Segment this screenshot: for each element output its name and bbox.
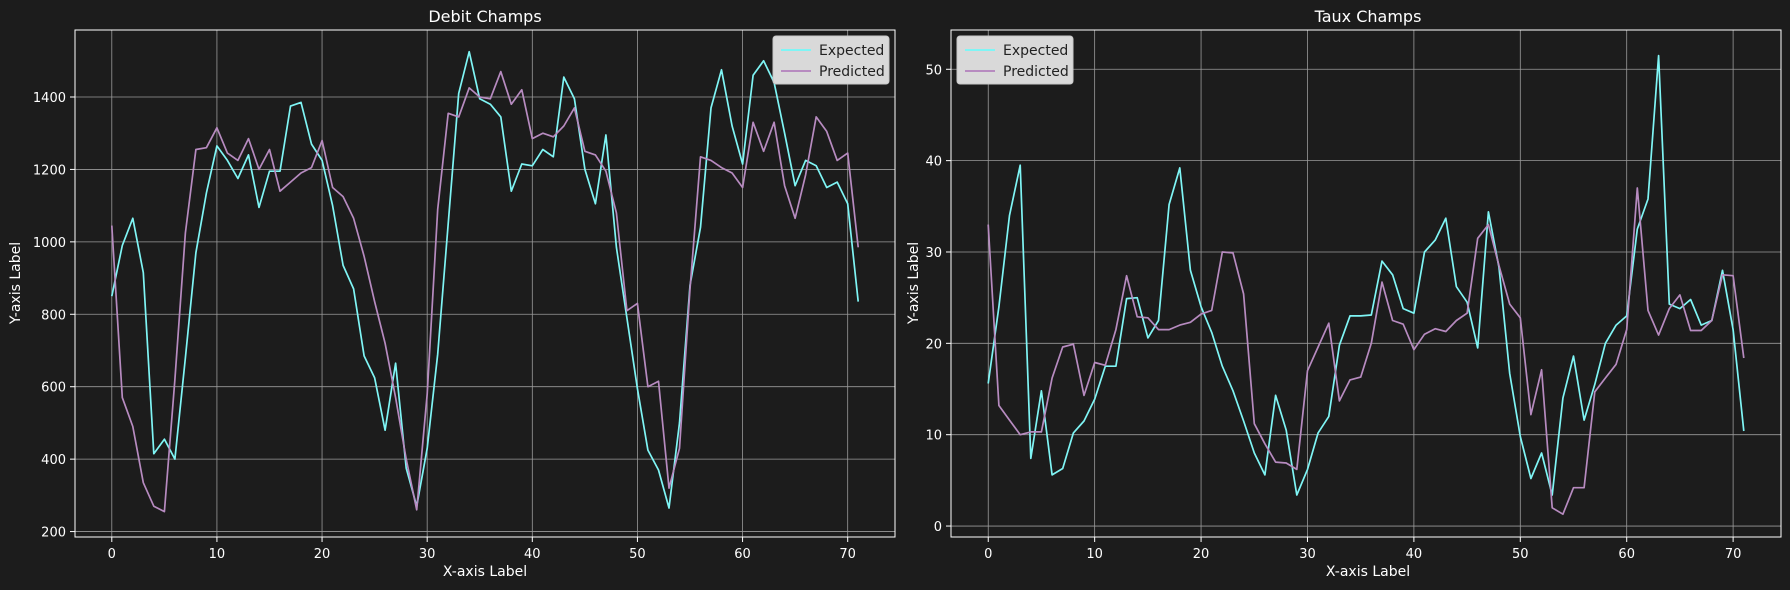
- x-tick-label: 30: [419, 547, 436, 562]
- x-tick-label: 70: [839, 547, 856, 562]
- x-tick-label: 40: [1406, 547, 1423, 562]
- y-axis-label: Y-axis Label: [8, 242, 24, 325]
- y-tick-label: 10: [925, 429, 942, 444]
- x-tick-label: 20: [1193, 547, 1210, 562]
- x-tick-label: 50: [629, 547, 646, 562]
- y-tick-label: 1000: [33, 236, 66, 251]
- series-line-predicted: [987, 187, 1745, 516]
- x-tick-label: 60: [734, 547, 751, 562]
- legend-label: Expected: [1003, 43, 1068, 59]
- legend-label: Predicted: [819, 64, 885, 80]
- x-tick-label: 10: [1086, 547, 1103, 562]
- series-line-expected: [110, 50, 860, 509]
- legend: Expected Predicted: [772, 35, 890, 85]
- y-tick-label: 800: [41, 308, 66, 323]
- series-line-expected: [987, 54, 1745, 496]
- y-tick-label: 20: [925, 337, 942, 352]
- y-tick-label: 0: [934, 520, 942, 535]
- x-tick-label: 30: [1299, 547, 1316, 562]
- plot-background: [75, 30, 895, 537]
- plot-frame: [950, 29, 1782, 538]
- y-tick-label: 50: [925, 63, 942, 78]
- y-tick-label: 200: [41, 526, 66, 541]
- chart-title: Taux Champs: [1314, 7, 1422, 26]
- chart-title: Debit Champs: [428, 7, 541, 26]
- y-tick-label: 30: [925, 246, 942, 261]
- plot-frame: [74, 29, 896, 538]
- x-tick-label: 60: [1618, 547, 1635, 562]
- x-tick-label: 40: [524, 547, 541, 562]
- y-tick-label: 1400: [33, 91, 66, 106]
- x-tick-label: 0: [108, 547, 116, 562]
- x-tick-label: 50: [1512, 547, 1529, 562]
- y-tick-label: 1200: [33, 163, 66, 178]
- y-tick-label: 40: [925, 155, 942, 170]
- legend-label: Predicted: [1003, 64, 1069, 80]
- x-axis-label: X-axis Label: [443, 564, 527, 580]
- chart-debit-champs: 0 10 20 30 40 50 60 70 200 400 600 800 1000 1200 1400 E…: [8, 7, 896, 580]
- legend-label: Expected: [819, 43, 884, 59]
- y-axis-label: Y-axis Label: [906, 242, 922, 325]
- x-tick-label: 10: [209, 547, 226, 562]
- series-line-predicted: [110, 70, 860, 513]
- x-tick-label: 70: [1725, 547, 1742, 562]
- x-tick-label: 20: [314, 547, 331, 562]
- chart-taux-champs: 0 10 20 30 40 50 60 70 0 10 20 30 40 50 Expected Predic…: [906, 7, 1782, 580]
- x-tick-label: 0: [984, 547, 992, 562]
- y-tick-label: 600: [41, 381, 66, 396]
- plot-background: [951, 30, 1781, 537]
- plot-area: 0 10 20 30 40 50 60 70 0 10 20 30 40 50 Expected Predic…: [925, 29, 1782, 562]
- y-tick-label: 400: [41, 453, 66, 468]
- plot-area: 0 10 20 30 40 50 60 70 200 400 600 800 1000 1200 1400 E…: [33, 29, 896, 562]
- legend: Expected Predicted: [956, 35, 1074, 85]
- x-axis-label: X-axis Label: [1326, 564, 1410, 580]
